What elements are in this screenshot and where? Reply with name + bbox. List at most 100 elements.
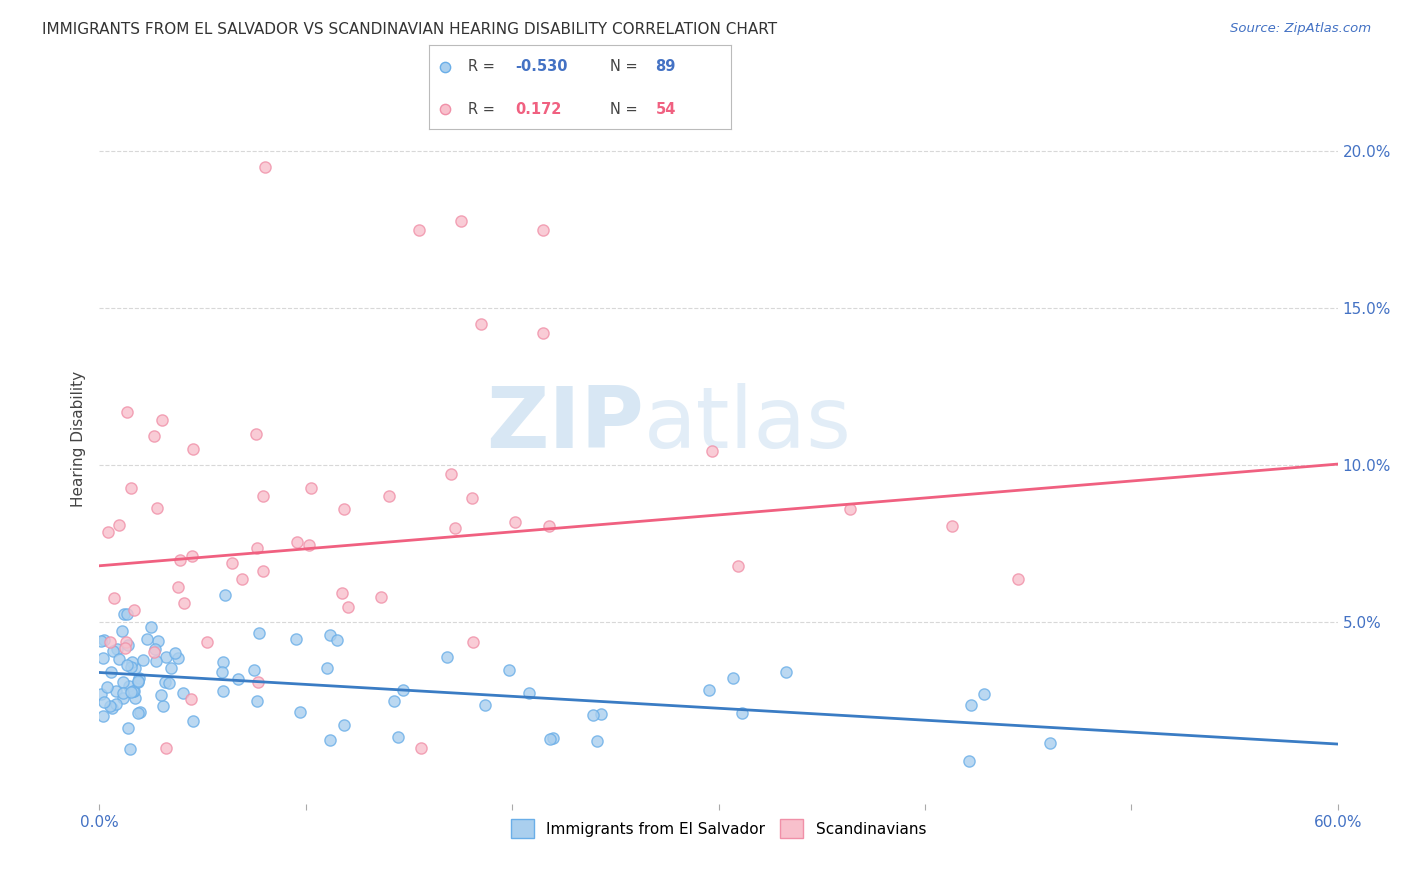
Point (142, 644, 165, 658)
Point (436, 650, 458, 665)
Point (1039, 736, 1062, 750)
Point (124, 690, 146, 705)
Point (392, 682, 415, 697)
Point (333, 502, 356, 516)
Point (172, 686, 194, 700)
Point (325, 633, 347, 648)
Point (247, 626, 270, 640)
Text: atlas: atlas (644, 383, 852, 466)
Point (700, 444, 723, 458)
Point (183, 442, 205, 457)
Point (181, 714, 204, 728)
Point (973, 687, 995, 701)
Text: 89: 89 (655, 59, 676, 74)
Point (731, 706, 754, 720)
Point (100, 665, 122, 679)
Point (90, 687, 112, 701)
Point (93, 633, 115, 648)
Point (143, 429, 166, 443)
Point (101, 644, 124, 658)
Point (503, 515, 526, 529)
Point (149, 688, 172, 702)
Point (221, 556, 243, 570)
Point (319, 733, 342, 747)
Point (108, 651, 131, 665)
Text: R =: R = (468, 59, 495, 74)
Point (132, 653, 155, 667)
Point (463, 635, 485, 649)
Point (120, 481, 142, 495)
Text: N =: N = (610, 102, 638, 117)
Point (586, 733, 609, 747)
Point (333, 717, 356, 731)
Point (105, 697, 128, 711)
Point (155, 740, 177, 755)
Point (127, 673, 149, 688)
Point (157, 676, 180, 690)
Point (252, 564, 274, 578)
Point (150, 413, 173, 427)
Point (114, 641, 136, 656)
Point (299, 481, 322, 495)
Point (253, 160, 276, 174)
Point (226, 672, 249, 686)
Point (169, 553, 191, 567)
Point (727, 559, 749, 574)
Point (387, 730, 409, 744)
Point (115, 404, 138, 418)
Point (166, 580, 188, 594)
Point (212, 655, 235, 669)
Point (538, 519, 561, 533)
Point (957, 754, 980, 768)
Point (330, 586, 353, 600)
Point (124, 661, 146, 675)
Point (440, 467, 463, 482)
Point (247, 675, 270, 690)
Point (120, 742, 142, 756)
Point (941, 519, 963, 533)
Point (444, 521, 467, 535)
Point (461, 491, 484, 506)
Text: IMMIGRANTS FROM EL SALVADOR VS SCANDINAVIAN HEARING DISABILITY CORRELATION CHART: IMMIGRANTS FROM EL SALVADOR VS SCANDINAV… (42, 22, 778, 37)
Point (541, 731, 564, 746)
Text: Source: ZipAtlas.com: Source: ZipAtlas.com (1230, 22, 1371, 36)
Point (91, 651, 114, 665)
Point (409, 740, 432, 755)
Point (98, 699, 121, 714)
Point (450, 213, 472, 227)
Point (104, 683, 127, 698)
Point (298, 538, 321, 552)
Point (97, 524, 120, 539)
Point (285, 632, 308, 646)
Point (111, 675, 134, 690)
Point (531, 223, 554, 237)
Point (180, 692, 202, 706)
Text: -0.530: -0.530 (515, 59, 568, 74)
Point (111, 624, 134, 639)
Point (775, 665, 797, 679)
Point (155, 649, 177, 664)
Point (98, 635, 121, 649)
Point (589, 706, 612, 721)
Point (370, 591, 392, 605)
Point (839, 502, 862, 516)
Point (122, 684, 145, 698)
Point (498, 664, 520, 678)
Point (117, 722, 139, 736)
Point (212, 683, 235, 698)
Point (517, 686, 540, 700)
Point (141, 620, 163, 634)
Point (115, 657, 138, 672)
Point (531, 326, 554, 341)
Text: 54: 54 (655, 102, 676, 117)
Point (121, 656, 143, 670)
Point (382, 694, 405, 708)
Point (120, 660, 142, 674)
Point (118, 679, 141, 693)
Point (153, 674, 176, 689)
Point (96, 681, 118, 695)
Point (315, 661, 337, 675)
Text: ZIP: ZIP (486, 383, 644, 466)
Point (122, 683, 145, 698)
Point (166, 651, 188, 665)
